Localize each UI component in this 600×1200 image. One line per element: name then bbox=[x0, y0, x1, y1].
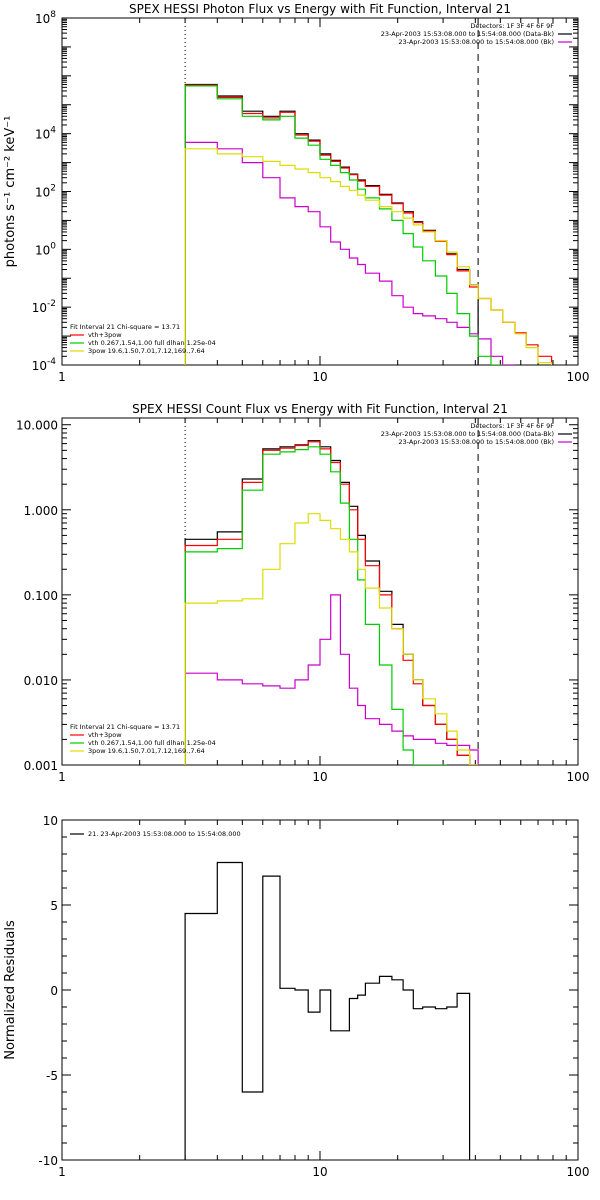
series-line-data-bk bbox=[184, 440, 479, 765]
legend-label: Detectors: 1F 3F 4F 6F 9F bbox=[470, 22, 554, 30]
y-tick-label: 10.000 bbox=[16, 419, 58, 433]
y-tick-label: 100 bbox=[35, 241, 56, 257]
x-tick-label: 10 bbox=[312, 370, 327, 384]
y-tick-label: 0.010 bbox=[24, 674, 58, 688]
series-line-vth bbox=[184, 446, 447, 765]
chart-title: SPEX HESSI Count Flux vs Energy with Fit… bbox=[132, 402, 508, 416]
plot-frame bbox=[61, 17, 579, 366]
y-tick-label: 10 bbox=[43, 814, 58, 828]
x-tick-label: 1 bbox=[58, 370, 66, 384]
series-line-vth-3pow bbox=[184, 84, 553, 365]
plot-frame bbox=[61, 417, 579, 766]
legend-label: 23-Apr-2003 15:53:08.000 to 15:54:08.000… bbox=[381, 30, 554, 38]
y-tick-base: 10 bbox=[32, 359, 47, 373]
y-tick-exponent: -2 bbox=[47, 299, 56, 309]
y-tick-exponent: 2 bbox=[50, 184, 56, 194]
y-tick-exponent: -4 bbox=[47, 357, 56, 367]
y-axis-label: photons s⁻¹ cm⁻² keV⁻¹ bbox=[3, 116, 18, 268]
y-tick-label: 0.100 bbox=[24, 589, 58, 603]
series-line-vth bbox=[184, 85, 503, 365]
legend-label: 21. 23-Apr-2003 15:53:08.000 to 15:54:08… bbox=[88, 830, 241, 838]
legend-label: vth+3pow bbox=[88, 331, 122, 339]
series-line-3pow bbox=[184, 148, 553, 365]
y-tick-label: 102 bbox=[35, 184, 56, 200]
legend-label: vth 0.267,1.54,1.00 full dlhan 1.25e-04 bbox=[88, 339, 216, 347]
y-tick-label: 0.001 bbox=[24, 759, 58, 773]
chart-panel-3: 1 10 100 10 5 0 -5 -10 Normalized Residuals 21. 2… bbox=[3, 814, 589, 1179]
chart-panel-2: SPEX HESSI Count Flux vs Energy with Fit… bbox=[16, 402, 589, 784]
legend-label: vth 0.267,1.54,1.00 full dlhan 1.25e-04 bbox=[88, 739, 216, 747]
series-group bbox=[184, 83, 553, 365]
series-line-vth-3pow bbox=[184, 441, 479, 765]
y-tick-label: 104 bbox=[35, 126, 56, 142]
chart-title: SPEX HESSI Photon Flux vs Energy with Fi… bbox=[129, 2, 511, 16]
y-tick-label: 10-2 bbox=[32, 299, 56, 315]
y-tick-base: 10 bbox=[35, 186, 50, 200]
y-tick-base: 10 bbox=[35, 243, 50, 257]
legend-label: 23-Apr-2003 15:53:08.000 to 15:54:08.000… bbox=[398, 438, 554, 446]
y-tick-label: -5 bbox=[46, 1069, 58, 1083]
x-tick-label: 100 bbox=[567, 370, 590, 384]
legend-label: Detectors: 1F 3F 4F 6F 9F bbox=[470, 422, 554, 430]
x-tick-label: 100 bbox=[567, 770, 590, 784]
y-tick-label: 10-4 bbox=[32, 357, 57, 373]
series-line-bk bbox=[184, 141, 515, 365]
legend-label: 3pow 19.6,1.50,7.01,7.12,169.,7.64 bbox=[88, 347, 205, 355]
x-tick-label: 100 bbox=[567, 1165, 590, 1179]
x-tick-label: 10 bbox=[312, 770, 327, 784]
legend-label: Fit Interval 21 Chi-square = 13.71 bbox=[70, 323, 180, 331]
y-tick-base: 10 bbox=[35, 12, 50, 26]
series-line-bk bbox=[184, 594, 479, 765]
y-tick-exponent: 4 bbox=[50, 126, 56, 136]
chart-panel-1: SPEX HESSI Photon Flux vs Energy with Fi… bbox=[3, 2, 589, 384]
legend-label: Fit Interval 21 Chi-square = 13.71 bbox=[70, 723, 180, 731]
y-tick-label: 5 bbox=[50, 899, 58, 913]
legend-label: 23-Apr-2003 15:53:08.000 to 15:54:08.000… bbox=[381, 430, 554, 438]
legend-label: vth+3pow bbox=[88, 731, 122, 739]
series-group bbox=[184, 440, 479, 765]
legend-label: 23-Apr-2003 15:53:08.000 to 15:54:08.000… bbox=[398, 38, 554, 46]
series-line-3pow bbox=[184, 513, 479, 765]
y-tick-exponent: 0 bbox=[50, 241, 56, 251]
y-tick-label: 108 bbox=[35, 10, 56, 26]
x-tick-label: 10 bbox=[312, 1165, 327, 1179]
y-tick-label: -10 bbox=[38, 1154, 58, 1168]
y-tick-base: 10 bbox=[32, 301, 47, 315]
series-line-data-bk bbox=[184, 83, 479, 365]
y-axis-label: Normalized Residuals bbox=[3, 920, 18, 1060]
series-group bbox=[184, 861, 471, 1160]
x-tick-label: 1 bbox=[58, 770, 66, 784]
series-line-21-23-apr-2003-15-53-08-000-to-15-54-08-000 bbox=[184, 861, 471, 1160]
legend-label: 3pow 19.6,1.50,7.01,7.12,169.,7.64 bbox=[88, 747, 205, 755]
y-tick-label: 1.000 bbox=[24, 504, 58, 518]
x-tick-label: 1 bbox=[58, 1165, 66, 1179]
y-tick-exponent: 8 bbox=[50, 10, 56, 20]
y-tick-label: 0 bbox=[50, 984, 58, 998]
y-tick-base: 10 bbox=[35, 128, 50, 142]
